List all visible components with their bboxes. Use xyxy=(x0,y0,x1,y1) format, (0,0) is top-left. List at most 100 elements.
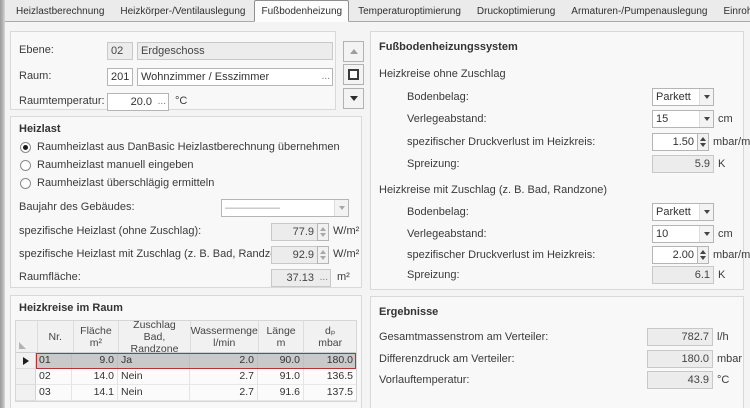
previous-room-button[interactable] xyxy=(343,41,364,62)
section-ohne-zuschlag-label: Heizkreise ohne Zuschlag xyxy=(379,68,506,80)
bodenbelag-label: Bodenbelag: xyxy=(407,206,469,218)
cell-zuschlag[interactable]: Ja xyxy=(118,353,190,369)
select-all-corner-cell[interactable] xyxy=(16,321,38,353)
row-header-cell[interactable] xyxy=(16,369,36,385)
cell-flaeche[interactable]: 14.1 xyxy=(72,385,118,401)
tab-druckoptimierung[interactable]: Druckoptimierung xyxy=(476,6,556,17)
druckverlust-label: spezifischer Druckverlust im Heizkreis: xyxy=(407,249,596,261)
cell-dp[interactable]: 180.0 xyxy=(304,353,356,369)
col-header-zuschlag[interactable]: Zuschlag Bad, Randzone xyxy=(119,319,191,355)
bodenbelag-value: Parkett xyxy=(656,206,691,218)
spez-heizlast-mit-unit: W/m² xyxy=(333,248,360,260)
ergebnisse-group: Ergebnisse Gesamtmassenstrom am Verteile… xyxy=(370,296,744,408)
table-row[interactable]: 02 14.0 Nein 2.7 91.0 136.5 xyxy=(16,369,356,385)
spez-heizlast-ohne-unit: W/m² xyxy=(333,225,360,237)
druckverlust-input[interactable]: 2.00 xyxy=(652,246,698,264)
spez-heizlast-ohne-stepper[interactable] xyxy=(317,223,329,241)
radio-heizlast-manuell[interactable] xyxy=(20,160,31,171)
cell-nr[interactable]: 03 xyxy=(36,385,72,401)
tab-einrohrheizung[interactable]: Einrohrheizung xyxy=(723,6,750,17)
raum-code-input[interactable]: 201 xyxy=(107,68,133,86)
row-header-cell[interactable] xyxy=(16,385,36,401)
raum-name-input[interactable]: Wohnzimmer / Esszimmer ... xyxy=(137,68,333,86)
radio-heizlast-ueberschlaegig-label: Raumheizlast überschlägig ermitteln xyxy=(37,177,215,189)
verlegeabstand-label: Verlegeabstand: xyxy=(407,228,487,240)
spreizung-unit: K xyxy=(718,158,726,170)
col-header-wassermenge[interactable]: Wassermenge l/min xyxy=(191,321,259,353)
cell-flaeche[interactable]: 9.0 xyxy=(72,353,118,369)
raumflaeche-browse-button[interactable]: ... xyxy=(319,272,328,283)
room-plan-button[interactable] xyxy=(343,64,364,85)
gesamtmassenstrom-label: Gesamtmassenstrom am Verteiler: xyxy=(379,331,549,343)
baujahr-select[interactable]: ————— xyxy=(221,199,349,217)
druckverlust-stepper[interactable] xyxy=(697,246,709,264)
cell-zuschlag[interactable]: Nein xyxy=(118,385,190,401)
col-header-line1: Länge xyxy=(266,324,296,337)
tab-fussbodenheizung[interactable]: Fußbodenheizung xyxy=(254,0,350,22)
verlegeabstand-select[interactable]: 15 xyxy=(652,110,714,128)
vorlauftemperatur-unit: °C xyxy=(717,374,730,386)
spreizung-label: Spreizung: xyxy=(407,269,460,281)
bodenbelag-select[interactable]: Parkett xyxy=(652,88,714,106)
verlegeabstand-label: Verlegeabstand: xyxy=(407,113,487,125)
bodenbelag-select[interactable]: Parkett xyxy=(652,203,714,221)
col-header-nr[interactable]: Nr. xyxy=(37,321,74,353)
raumtemperatur-input[interactable]: 20.0 ... xyxy=(107,93,169,111)
cell-zuschlag[interactable]: Nein xyxy=(118,369,190,385)
table-row[interactable]: 03 14.1 Nein 2.7 91.6 137.5 xyxy=(16,385,356,401)
cell-wassermenge[interactable]: 2.0 xyxy=(190,353,258,369)
heizlast-group: Heizlast Raumheizlast aus DanBasic Heizl… xyxy=(10,116,362,288)
spez-heizlast-mit-stepper[interactable] xyxy=(317,246,329,264)
ebene-name-field: Erdgeschoss xyxy=(137,42,333,60)
col-header-flaeche[interactable]: Fläche m² xyxy=(73,321,120,353)
table-row[interactable]: 01 9.0 Ja 2.0 90.0 180.0 xyxy=(16,353,356,369)
col-header-dp[interactable]: dₚ mbar xyxy=(304,321,356,353)
spinner-up-icon xyxy=(700,136,706,141)
raumtemperatur-browse-button[interactable]: ... xyxy=(157,96,166,107)
druckverlust-stepper[interactable] xyxy=(697,133,709,151)
heizkreise-table: Nr. Fläche m² Zuschlag Bad, Randzone Was… xyxy=(15,319,357,402)
radio-heizlast-ueberschlaegig[interactable] xyxy=(20,178,31,189)
col-header-laenge[interactable]: Länge m xyxy=(258,321,305,353)
spreizung-unit: K xyxy=(718,269,726,281)
raumflaeche-field: 37.13 ... xyxy=(271,269,331,287)
cell-laenge[interactable]: 91.6 xyxy=(258,385,304,401)
druckverlust-unit: mbar/m xyxy=(713,249,750,261)
ergebnisse-title: Ergebnisse xyxy=(379,306,439,318)
chevron-down-icon xyxy=(703,232,710,236)
spreizung-field: 6.1 xyxy=(652,266,714,284)
spinner-up-icon xyxy=(320,226,326,231)
differenzdruck-unit: mbar xyxy=(717,353,743,365)
tab-temperaturoptimierung[interactable]: Temperaturoptimierung xyxy=(358,6,461,17)
tab-heizkoerper-ventilauslegung[interactable]: Heizkörper-/Ventilauslegung xyxy=(120,6,246,17)
cell-wassermenge[interactable]: 2.7 xyxy=(190,369,258,385)
row-header-cell[interactable] xyxy=(16,353,36,369)
spinner-down-icon xyxy=(700,143,706,148)
cell-flaeche[interactable]: 14.0 xyxy=(72,369,118,385)
raum-browse-button[interactable]: ... xyxy=(321,71,330,82)
cell-nr[interactable]: 02 xyxy=(36,369,72,385)
spez-heizlast-ohne-label: spezifische Heizlast (ohne Zuschlag): xyxy=(19,225,202,237)
tab-heizlastberechnung[interactable]: Heizlastberechnung xyxy=(16,6,105,17)
next-room-button[interactable] xyxy=(343,88,364,109)
druckverlust-input[interactable]: 1.50 xyxy=(652,133,698,151)
cell-laenge[interactable]: 91.0 xyxy=(258,369,304,385)
spez-heizlast-mit-field: 92.9 xyxy=(271,246,318,264)
chevron-down-icon xyxy=(703,95,710,99)
bodenbelag-value: Parkett xyxy=(656,91,691,103)
cell-dp[interactable]: 136.5 xyxy=(304,369,356,385)
cell-laenge[interactable]: 90.0 xyxy=(258,353,304,369)
cell-nr[interactable]: 01 xyxy=(36,353,72,369)
col-header-line2: mbar xyxy=(318,336,343,349)
tab-bar: Heizlastberechnung Heizkörper-/Ventilaus… xyxy=(0,0,750,22)
section-mit-zuschlag-label: Heizkreise mit Zuschlag (z. B. Bad, Rand… xyxy=(379,184,608,196)
system-title: Fußbodenheizungssystem xyxy=(379,41,518,53)
verlegeabstand-select[interactable]: 10 xyxy=(652,225,714,243)
radio-heizlast-danbasic-label: Raumheizlast aus DanBasic Heizlastberech… xyxy=(37,141,340,153)
spreizung-label: Spreizung: xyxy=(407,158,460,170)
radio-heizlast-danbasic[interactable] xyxy=(20,142,31,153)
tab-armaturen-pumpenauslegung[interactable]: Armaturen-/Pumpenauslegung xyxy=(571,6,708,17)
cell-wassermenge[interactable]: 2.7 xyxy=(190,385,258,401)
room-selection-group: Ebene: 02 Erdgeschoss Raum: 201 Wohnzimm… xyxy=(10,31,336,111)
cell-dp[interactable]: 137.5 xyxy=(304,385,356,401)
